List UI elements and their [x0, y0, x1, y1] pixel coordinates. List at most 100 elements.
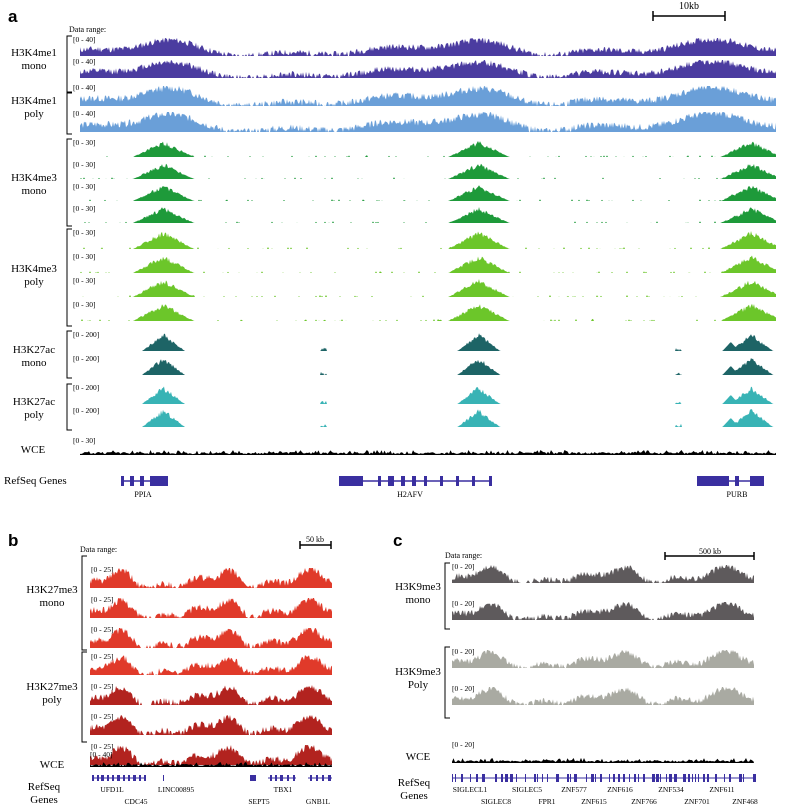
- signal-track-fill: [80, 141, 776, 157]
- signal-track-fill: [80, 409, 776, 427]
- gene-exon: [652, 774, 655, 782]
- signal-track-fill: [452, 757, 754, 763]
- gene-label-tbx1: TBX1: [274, 785, 293, 794]
- track-range-label: [0 - 200]: [73, 383, 99, 392]
- gene-label-sept5: SEPT5: [248, 797, 270, 806]
- track-range-label: [0 - 30]: [73, 138, 96, 147]
- gene-exon: [739, 774, 742, 782]
- gene-label-znf577: ZNF577: [561, 785, 587, 794]
- refseq-label-c: RefSeq: [398, 777, 431, 789]
- gene-exon: [505, 774, 508, 782]
- gene-label-linc00895: LINC00895: [158, 785, 194, 794]
- group-label-h3k4me3-mono-sub: mono: [21, 185, 47, 197]
- panel-a-brackets: [66, 35, 72, 431]
- panel-a-gene-models: PPIA H2AFV PURB: [121, 476, 764, 499]
- track-range-label: [0 - 40]: [73, 35, 96, 44]
- signal-track: [0 - 200]: [73, 354, 776, 375]
- refseq-label-b: RefSeq: [28, 781, 61, 793]
- panel-b-scale-bar: 50 kb: [299, 535, 332, 549]
- signal-track: [0 - 30]: [73, 182, 776, 201]
- gene-exon: [591, 774, 594, 782]
- track-range-label: [0 - 30]: [73, 204, 96, 213]
- signal-track: [0 - 20]: [452, 599, 754, 620]
- gene-label-cdc45: CDC45: [125, 797, 148, 806]
- panel-a-scale-bar: 10kb: [652, 1, 726, 21]
- signal-track: [0 - 30]: [73, 138, 776, 157]
- track-range-label: [0 - 30]: [73, 436, 96, 445]
- track-range-label: [0 - 200]: [73, 406, 99, 415]
- panel-b-data-range-label: Data range:: [80, 545, 117, 554]
- wce-label-b: WCE: [40, 759, 65, 771]
- group-label-h3k27ac-poly-sub: poly: [24, 409, 44, 421]
- gene-label-znf766: ZNF766: [631, 797, 657, 806]
- track-range-label: [0 - 20]: [452, 599, 475, 608]
- gene-exon: [634, 774, 636, 782]
- gene-exon: [516, 774, 517, 782]
- group-label-h3k9me3-mono-sub: mono: [405, 594, 431, 606]
- signal-track: [0 - 20]: [452, 684, 754, 705]
- gene-label-znf468: ZNF468: [732, 797, 758, 806]
- track-range-label: [0 - 20]: [452, 740, 475, 749]
- group-label-h3k4me1-poly: H3K4me1: [11, 95, 57, 107]
- signal-track: [0 - 30]: [73, 160, 776, 179]
- gene-label-ppia: PPIA: [134, 490, 152, 499]
- panel-c-scale-label: 500 kb: [699, 547, 721, 556]
- signal-track-fill: [90, 598, 332, 618]
- signal-track-fill: [80, 163, 776, 179]
- gene-exon: [753, 774, 756, 782]
- gene-exon: [534, 774, 536, 782]
- panel-b-gene-models: UFD1L LINC00895 TBX1 CDC45 SEPT5 GNB1L: [92, 775, 332, 806]
- gene-exon: [600, 774, 602, 782]
- refseq-label-c-sub: Genes: [400, 790, 428, 802]
- track-range-label: [0 - 25]: [91, 652, 114, 661]
- gene-exon: [698, 774, 699, 782]
- gene-exon: [743, 774, 744, 782]
- group-label-h3k9me3-poly: H3K9me3: [395, 666, 441, 678]
- gene-exon: [482, 774, 485, 782]
- gene-exon: [452, 774, 453, 782]
- gene-exon: [461, 774, 463, 782]
- track-range-label: [0 - 25]: [91, 565, 114, 574]
- track-range-label: [0 - 40]: [90, 750, 113, 759]
- group-label-h3k9me3-mono: H3K9me3: [395, 581, 441, 593]
- track-range-label: [0 - 200]: [73, 330, 99, 339]
- signal-track: [0 - 30]: [73, 436, 776, 455]
- group-label-h3k4me3-poly-sub: poly: [24, 276, 44, 288]
- panel-a-letter: a: [8, 7, 18, 26]
- signal-track-fill: [80, 112, 776, 132]
- signal-track: [0 - 25]: [90, 742, 332, 765]
- gene-exon: [695, 774, 696, 782]
- gene-label-siglec8: SIGLEC8: [481, 797, 511, 806]
- signal-track-fill: [452, 565, 754, 583]
- signal-track: [0 - 30]: [73, 276, 776, 297]
- panel-a-data-range-label: Data range:: [69, 25, 106, 34]
- signal-track-fill: [452, 602, 754, 620]
- panel-c-tracks: [0 - 20] [0 - 20] [0 - 20] [0 - 20] [0 - 20]: [452, 562, 754, 763]
- track-range-label: [0 - 20]: [452, 647, 475, 656]
- group-label-h3k27me3-poly-sub: poly: [42, 694, 62, 706]
- track-range-label: [0 - 20]: [452, 684, 475, 693]
- signal-track-fill: [452, 687, 754, 705]
- gene-purb: PURB: [697, 476, 764, 499]
- gene-exon: [618, 774, 620, 782]
- group-label-h3k4me1-poly-sub: poly: [24, 108, 44, 120]
- gene-exon: [547, 774, 548, 782]
- signal-track-fill: [452, 650, 754, 668]
- track-range-label: [0 - 25]: [91, 682, 114, 691]
- track-range-label: [0 - 25]: [91, 742, 114, 751]
- track-range-label: [0 - 25]: [91, 712, 114, 721]
- signal-track: [0 - 30]: [73, 228, 776, 249]
- gene-ppia: PPIA: [121, 476, 168, 499]
- signal-track-fill: [80, 333, 776, 351]
- track-range-label: [0 - 30]: [73, 300, 96, 309]
- gene-exon: [586, 774, 587, 782]
- signal-track-fill: [90, 745, 332, 765]
- gene-exon: [669, 774, 672, 782]
- track-range-label: [0 - 30]: [73, 160, 96, 169]
- gene-exon: [643, 774, 645, 782]
- signal-track: [0 - 200]: [73, 383, 776, 404]
- gene-exon: [570, 774, 571, 782]
- gene-exon: [638, 774, 639, 782]
- signal-track: [0 - 200]: [73, 406, 776, 427]
- signal-track-fill: [90, 568, 332, 588]
